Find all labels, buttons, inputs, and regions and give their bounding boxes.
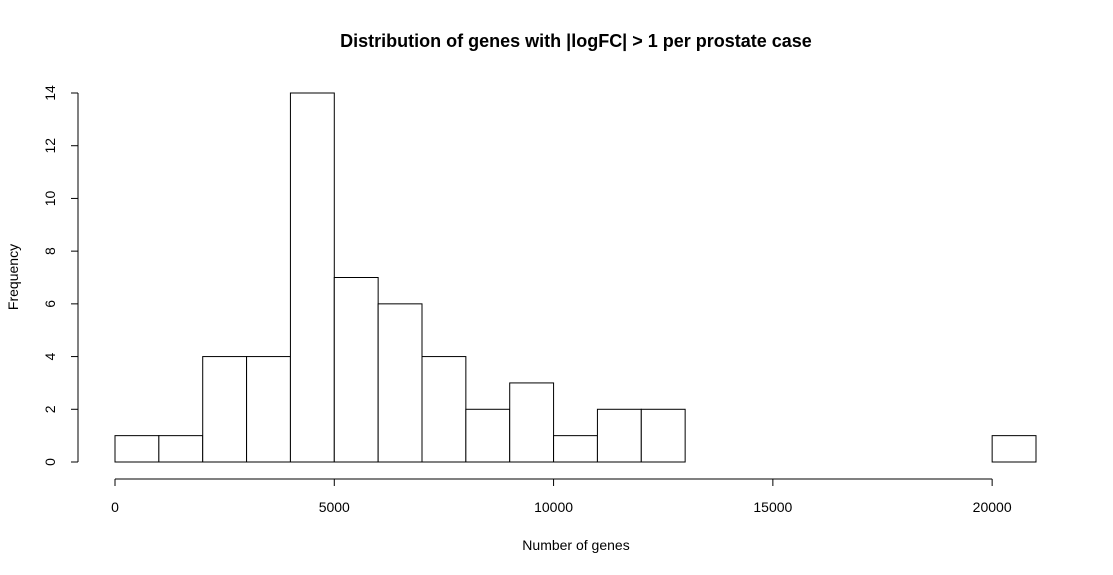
histogram-bar	[289, 92, 335, 463]
histogram-bar	[553, 435, 598, 463]
histogram-bar	[421, 356, 467, 463]
x-tick-label: 0	[111, 499, 119, 515]
bars-group	[114, 92, 1037, 463]
y-tick-label: 14	[42, 85, 58, 101]
histogram-bar	[246, 356, 291, 463]
chart-title: Distribution of genes with |logFC| > 1 p…	[340, 31, 812, 51]
histogram-bar	[377, 303, 423, 463]
histogram-bar	[333, 277, 379, 463]
y-axis-label: Frequency	[5, 244, 21, 310]
y-axis: 0 2 4 6 8 10 12 14	[42, 85, 79, 466]
y-tick-label: 12	[42, 138, 58, 154]
histogram-bar	[596, 408, 642, 463]
x-axis-label: Number of genes	[522, 537, 629, 553]
histogram-bar	[465, 408, 511, 463]
histogram-bar	[509, 382, 555, 463]
y-tick-label: 4	[42, 352, 58, 360]
y-tick-label: 6	[42, 300, 58, 308]
y-tick-label: 0	[42, 458, 58, 466]
histogram-bar	[202, 356, 248, 463]
x-tick-label: 20000	[973, 499, 1012, 515]
x-tick-label: 5000	[319, 499, 350, 515]
histogram-bar	[640, 408, 686, 463]
histogram-bar	[114, 435, 160, 463]
histogram-bar	[158, 435, 204, 463]
x-tick-label: 10000	[534, 499, 573, 515]
x-tick-label: 15000	[753, 499, 792, 515]
y-tick-label: 2	[42, 405, 58, 413]
y-tick-label: 10	[42, 190, 58, 206]
histogram-bar	[991, 435, 1037, 463]
y-tick-label: 8	[42, 247, 58, 255]
x-axis: 0 5000 10000 15000 20000	[111, 478, 1012, 515]
